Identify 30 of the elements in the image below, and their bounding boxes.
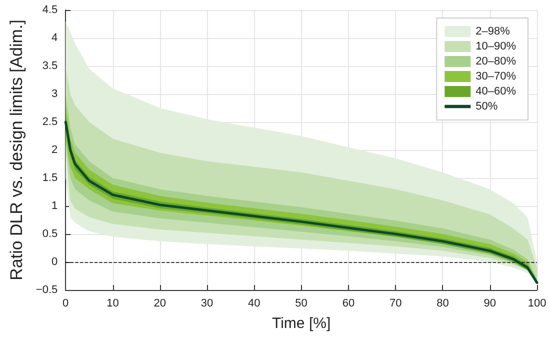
y-tick-label: 2 <box>51 144 58 156</box>
x-tick-label: 70 <box>389 298 402 310</box>
y-tick-label: 1 <box>51 200 58 212</box>
x-axis-title: Time [%] <box>272 315 331 332</box>
legend-label: 50% <box>476 100 498 112</box>
legend-label: 10–90% <box>476 40 516 52</box>
x-tick-label: 90 <box>484 298 496 310</box>
x-tick-label: 0 <box>62 298 69 310</box>
x-tick-label: 30 <box>200 298 214 310</box>
y-tick-label: −0.5 <box>36 284 58 296</box>
y-tick-label: 3 <box>51 88 58 100</box>
y-tick-label: 0.5 <box>42 228 58 240</box>
x-tick-label: 100 <box>528 298 546 310</box>
legend-label: 2–98% <box>476 26 510 38</box>
x-tick-label: 10 <box>106 298 119 310</box>
y-tick-label: 4 <box>51 32 58 44</box>
y-tick-label: 1.5 <box>42 172 58 184</box>
x-tick-label: 60 <box>342 298 355 310</box>
x-tick-label: 20 <box>154 298 166 310</box>
y-axis-title: Ratio DLR vs. design limits [Adim.] <box>7 20 26 280</box>
y-tick-label: 0 <box>51 256 58 268</box>
y-tick-label: 3.5 <box>42 60 58 72</box>
x-tick-label: 50 <box>295 298 308 310</box>
legend-label: 40–60% <box>476 86 516 98</box>
y-tick-label: 2.5 <box>42 116 58 128</box>
x-tick-label: 80 <box>436 298 449 310</box>
y-tick-label: 4.5 <box>42 4 58 16</box>
legend-label: 30–70% <box>476 70 516 82</box>
x-tick-label: 40 <box>248 298 260 310</box>
legend-label: 20–80% <box>476 56 516 68</box>
